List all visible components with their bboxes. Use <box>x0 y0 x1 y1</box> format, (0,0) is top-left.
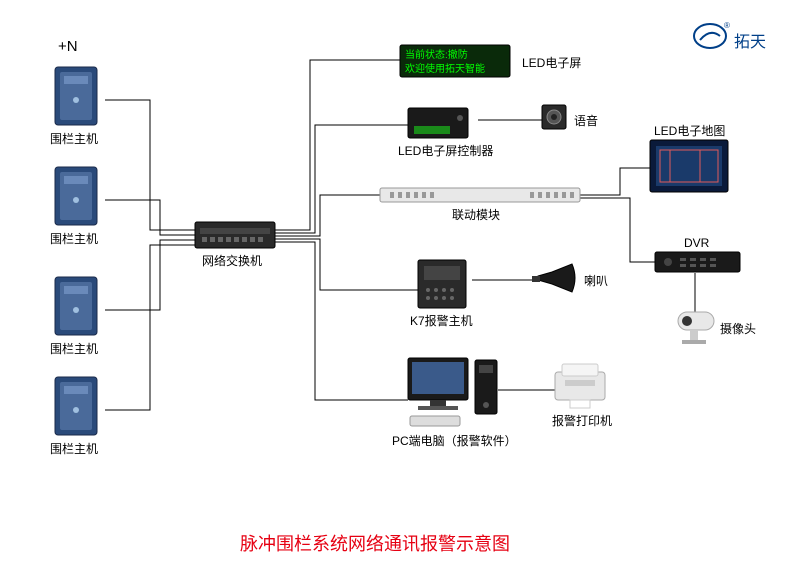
printer-label: 报警打印机 <box>552 412 612 429</box>
edges <box>105 60 695 410</box>
led-line1: 当前状态:撤防 <box>405 48 468 61</box>
fence-host-3-icon <box>55 277 97 335</box>
fence-host-1-icon <box>55 67 97 125</box>
pc-label: PC端电脑（报警软件） <box>392 432 517 449</box>
fence2-label: 围栏主机 <box>50 230 98 247</box>
voice-icon <box>542 105 566 129</box>
fence4-label: 围栏主机 <box>50 440 98 457</box>
led-controller-icon <box>408 108 468 138</box>
fence1-label: 围栏主机 <box>50 130 98 147</box>
led-map-label: LED电子地图 <box>654 122 725 139</box>
diagram-canvas: 当前状态:撤防 欢迎使用拓天智能 <box>0 0 800 579</box>
k7-alarm-icon <box>418 260 466 308</box>
dvr-label: DVR <box>684 236 709 250</box>
brand-text: 拓天 <box>734 28 766 52</box>
network-switch-icon <box>195 222 275 248</box>
svg-text:®: ® <box>724 21 730 30</box>
linkage-label: 联动模块 <box>452 206 500 223</box>
pc-icon <box>408 358 497 426</box>
led-ctrl-label: LED电子屏控制器 <box>398 142 493 159</box>
brand-logo-icon: ® <box>694 21 730 48</box>
camera-label: 摄像头 <box>720 320 756 337</box>
fence-host-4-icon <box>55 377 97 435</box>
fence3-label: 围栏主机 <box>50 340 98 357</box>
diagram-title: 脉冲围栏系统网络通讯报警示意图 <box>240 530 510 556</box>
fence-host-2-icon <box>55 167 97 225</box>
voice-label: 语音 <box>574 112 598 129</box>
horn-icon <box>532 264 575 292</box>
k7-label: K7报警主机 <box>410 312 473 329</box>
linkage-module-icon <box>380 188 580 202</box>
led-screen-label: LED电子屏 <box>522 54 581 71</box>
camera-icon <box>678 312 714 344</box>
led-line2: 欢迎使用拓天智能 <box>405 62 485 75</box>
switch-label: 网络交换机 <box>202 252 262 269</box>
plus-n-label: +N <box>58 38 78 55</box>
led-map-icon <box>650 140 728 192</box>
horn-label: 喇叭 <box>584 272 608 289</box>
led-screen-icon: 当前状态:撤防 欢迎使用拓天智能 <box>400 45 510 77</box>
dvr-icon <box>655 252 740 272</box>
printer-icon <box>555 364 605 408</box>
